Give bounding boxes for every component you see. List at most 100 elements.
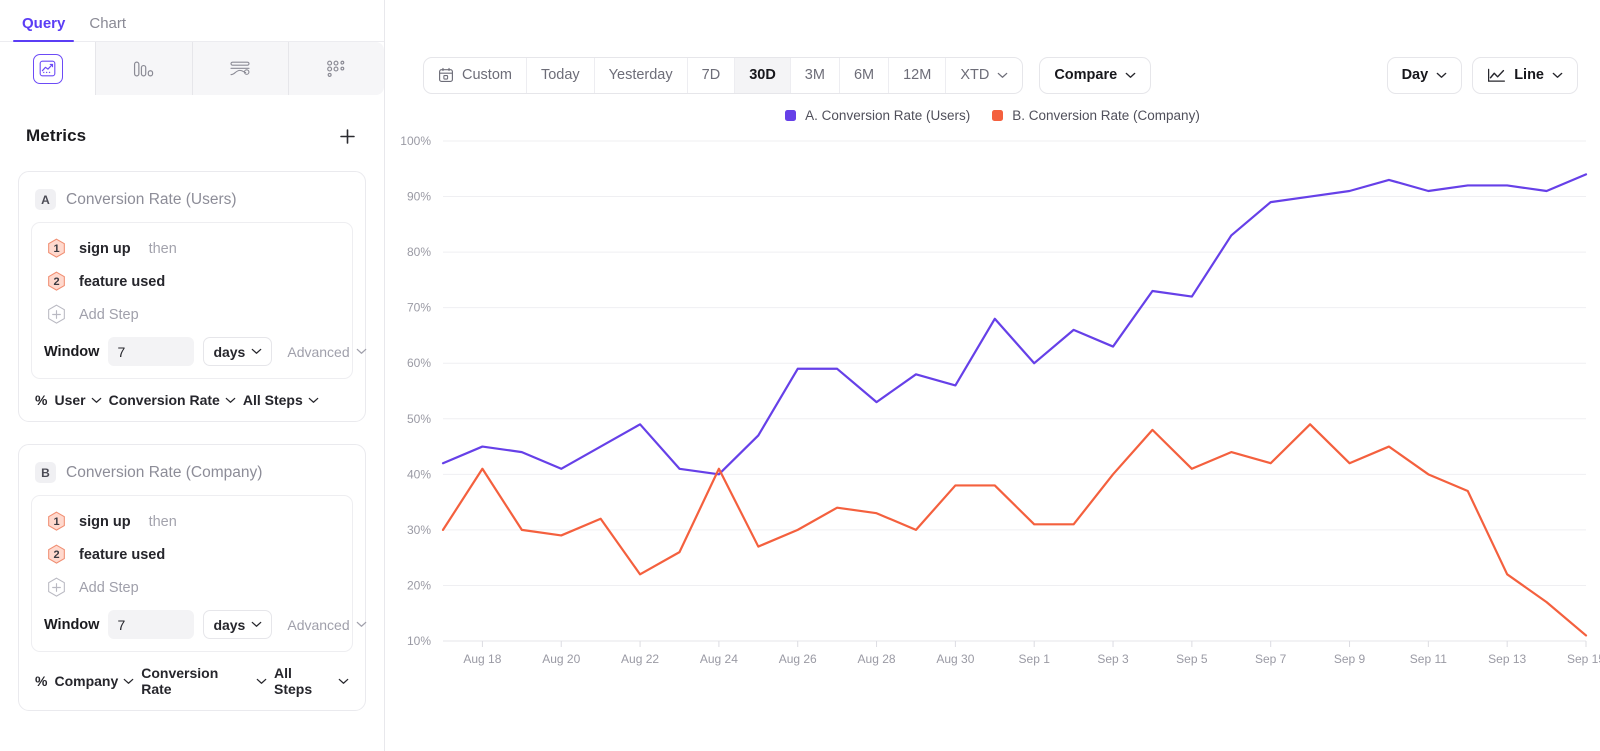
granularity-label: Day: [1401, 67, 1429, 83]
add-step-button[interactable]: Add Step: [42, 571, 342, 602]
advanced-toggle[interactable]: Advanced: [287, 617, 366, 633]
metric-letter-badge: B: [35, 462, 56, 483]
step-connector: then: [148, 513, 177, 530]
legend-label-a: A. Conversion Rate (Users): [805, 108, 971, 123]
add-step-label: Add Step: [79, 306, 139, 323]
metric-name-input[interactable]: Conversion Rate (Company): [66, 463, 263, 481]
range-xtd-label: XTD: [960, 67, 990, 83]
tab-query[interactable]: Query: [10, 15, 77, 42]
aggregation-measure-select[interactable]: Conversion Rate: [109, 392, 236, 408]
sidebar-tabs: Query Chart: [0, 0, 384, 42]
aggregation-entity-select[interactable]: Company: [54, 673, 134, 689]
aggregation-scope-select[interactable]: All Steps: [243, 392, 319, 408]
add-step-button[interactable]: Add Step: [42, 298, 342, 329]
range-yesterday[interactable]: Yesterday: [595, 57, 688, 93]
analysis-tab-paths[interactable]: [288, 42, 384, 95]
chevron-down-icon: [252, 348, 262, 354]
step-row[interactable]: 1 sign up then: [42, 505, 342, 538]
series-line-a: [441, 173, 1588, 476]
metric-letter-badge: A: [35, 189, 56, 210]
y-axis-tick-label: 90%: [407, 190, 431, 204]
chart-type-select[interactable]: Line: [1472, 56, 1578, 94]
custom-range-button[interactable]: Custom: [424, 57, 527, 93]
legend-item-series-a[interactable]: A. Conversion Rate (Users): [785, 108, 970, 123]
date-range-segmented-control: Custom Today Yesterday 7D 30D 3M 6M 12M …: [423, 56, 1024, 94]
advanced-label: Advanced: [287, 343, 350, 360]
range-3m[interactable]: 3M: [791, 57, 840, 93]
range-today[interactable]: Today: [527, 57, 595, 93]
analysis-tab-retention[interactable]: [192, 42, 289, 95]
chevron-down-icon: [256, 678, 267, 684]
step-number-hex-icon: 2: [46, 271, 67, 292]
custom-range-label: Custom: [462, 67, 512, 83]
y-axis-tick-label: 70%: [407, 301, 431, 315]
aggregation-scope-select[interactable]: All Steps: [274, 665, 349, 697]
trends-icon: [32, 53, 63, 84]
add-metric-button[interactable]: [334, 123, 360, 149]
chevron-down-icon: [308, 397, 319, 403]
aggregation-row: % User Conversion Rate All Steps: [31, 379, 353, 410]
x-axis-tick-label: Aug 24: [700, 652, 738, 666]
chart-svg[interactable]: 10% 20% 30% 40% 50% 60% 70% 80% 90% 100% Aug 18 Aug…: [385, 129, 1600, 699]
aggregation-entity-select[interactable]: User: [54, 392, 101, 408]
legend-item-series-b[interactable]: B. Conversion Rate (Company): [992, 108, 1200, 123]
calendar-icon: [439, 67, 453, 82]
metric-steps-box: 1 sign up then 2 feature used: [31, 495, 366, 652]
step-event-name[interactable]: sign up: [79, 240, 131, 257]
range-6m[interactable]: 6M: [840, 57, 890, 93]
conversion-window-row: Window days Advanced: [42, 329, 366, 368]
step-event-name[interactable]: feature used: [79, 546, 166, 563]
step-event-name[interactable]: sign up: [79, 513, 131, 530]
aggregation-percent-symbol: %: [35, 673, 48, 689]
metric-name-input[interactable]: Conversion Rate (Users): [66, 190, 237, 208]
x-axis-tick-label: Sep 1: [1019, 652, 1051, 666]
aggregation-entity-label: Company: [54, 673, 119, 689]
window-input[interactable]: [108, 337, 195, 366]
metric-steps-box: 1 sign up then 2 feature used: [31, 222, 366, 379]
aggregation-scope-label: All Steps: [274, 665, 313, 697]
step-row[interactable]: 1 sign up then: [42, 232, 342, 265]
chevron-down-icon: [1552, 72, 1563, 78]
compare-button[interactable]: Compare: [1039, 56, 1152, 94]
window-input[interactable]: [108, 610, 195, 639]
step-row[interactable]: 2 feature used: [42, 265, 342, 298]
analysis-tab-funnel[interactable]: [96, 42, 193, 95]
step-row[interactable]: 2 feature used: [42, 538, 342, 571]
metric-card: B Conversion Rate (Company) 1 sign up th…: [18, 444, 366, 711]
range-7d[interactable]: 7D: [688, 57, 736, 93]
window-label: Window: [44, 343, 100, 360]
range-30d[interactable]: 30D: [735, 57, 791, 93]
step-number-hex-icon: 1: [46, 238, 67, 259]
x-axis-tick-label: Sep 9: [1334, 652, 1366, 666]
y-axis-tick-label: 10%: [407, 634, 431, 648]
y-axis-tick-label: 100%: [400, 134, 431, 148]
step-number: 2: [53, 548, 60, 561]
window-unit-select[interactable]: days: [203, 337, 273, 366]
range-xtd[interactable]: XTD: [946, 58, 1022, 93]
metrics-header: Metrics: [0, 95, 384, 155]
aggregation-measure-select[interactable]: Conversion Rate: [141, 665, 267, 697]
chevron-down-icon: [998, 72, 1008, 78]
window-unit-select[interactable]: days: [203, 610, 273, 639]
metric-card: A Conversion Rate (Users) 1 sign up then: [18, 171, 366, 422]
step-number: 1: [53, 242, 60, 255]
advanced-label: Advanced: [287, 616, 350, 633]
granularity-select[interactable]: Day: [1386, 56, 1463, 94]
y-axis-tick-label: 50%: [407, 412, 431, 426]
aggregation-entity-label: User: [54, 392, 86, 408]
analysis-tab-trends[interactable]: [0, 42, 97, 95]
chevron-down-icon: [252, 621, 262, 627]
funnel-icon: [129, 54, 159, 84]
x-axis-tick-label: Aug 20: [542, 652, 580, 666]
step-connector: then: [148, 240, 177, 257]
advanced-toggle[interactable]: Advanced: [287, 344, 366, 360]
tab-chart[interactable]: Chart: [89, 15, 127, 32]
chevron-down-icon: [91, 397, 101, 403]
x-axis-tick-label: Sep 13: [1488, 652, 1526, 666]
plus-icon: [339, 128, 355, 144]
y-axis-tick-label: 20%: [407, 578, 431, 592]
range-12m[interactable]: 12M: [889, 57, 947, 93]
chevron-down-icon: [1125, 72, 1136, 78]
chart-legend: A. Conversion Rate (Users) B. Conversion…: [385, 108, 1600, 123]
step-event-name[interactable]: feature used: [79, 273, 166, 290]
